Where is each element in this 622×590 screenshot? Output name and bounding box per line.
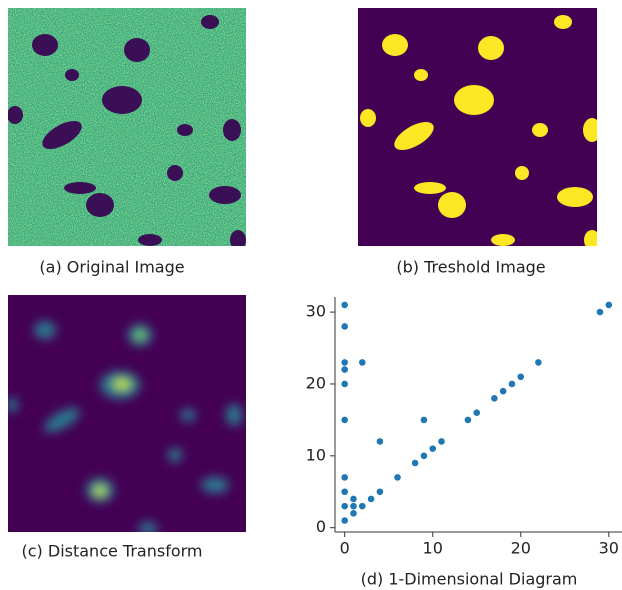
point [359, 359, 366, 366]
point [341, 474, 348, 481]
caption: (b) Treshold Image [396, 258, 545, 277]
point [341, 381, 348, 388]
point [438, 438, 445, 445]
point [509, 381, 516, 388]
point [350, 503, 357, 510]
point [341, 488, 348, 495]
point [377, 488, 384, 495]
y-tick-label: 30 [306, 302, 326, 321]
point [491, 395, 498, 402]
y-tick-label: 0 [316, 517, 326, 536]
point [394, 474, 401, 481]
point [421, 453, 428, 460]
figure: (a) Original Image (b) Treshold Image (c… [0, 0, 622, 590]
point [377, 438, 384, 445]
point [341, 359, 348, 366]
x-tick-label: 10 [423, 539, 443, 558]
x-tick-label: 0 [340, 539, 350, 558]
original-image [7, 8, 246, 250]
y-tick-label: 10 [306, 445, 326, 464]
point [517, 373, 524, 380]
caption: (d) 1-Dimensional Diagram [361, 570, 578, 589]
point [605, 302, 612, 309]
scatter-plot: 0 10 20 30 0 10 20 30 [306, 297, 622, 558]
point [421, 417, 428, 424]
point [341, 323, 348, 330]
x-tick-label: 30 [599, 539, 619, 558]
y-tick-label: 20 [306, 373, 326, 392]
point [341, 366, 348, 373]
point [429, 445, 436, 452]
point [500, 388, 507, 395]
x-tick-label: 20 [511, 539, 531, 558]
point [368, 496, 375, 503]
point [350, 510, 357, 517]
point [341, 517, 348, 524]
caption: (c) Distance Transform [22, 542, 203, 561]
point [341, 503, 348, 510]
distance-transform-image [6, 295, 246, 534]
point [350, 496, 357, 503]
point [412, 460, 419, 467]
point [473, 409, 480, 416]
caption: (a) Original Image [39, 258, 184, 277]
point [597, 309, 604, 316]
point [535, 359, 542, 366]
point [341, 417, 348, 424]
point [465, 417, 472, 424]
point [359, 503, 366, 510]
threshold-image [358, 8, 601, 250]
point [341, 302, 348, 309]
